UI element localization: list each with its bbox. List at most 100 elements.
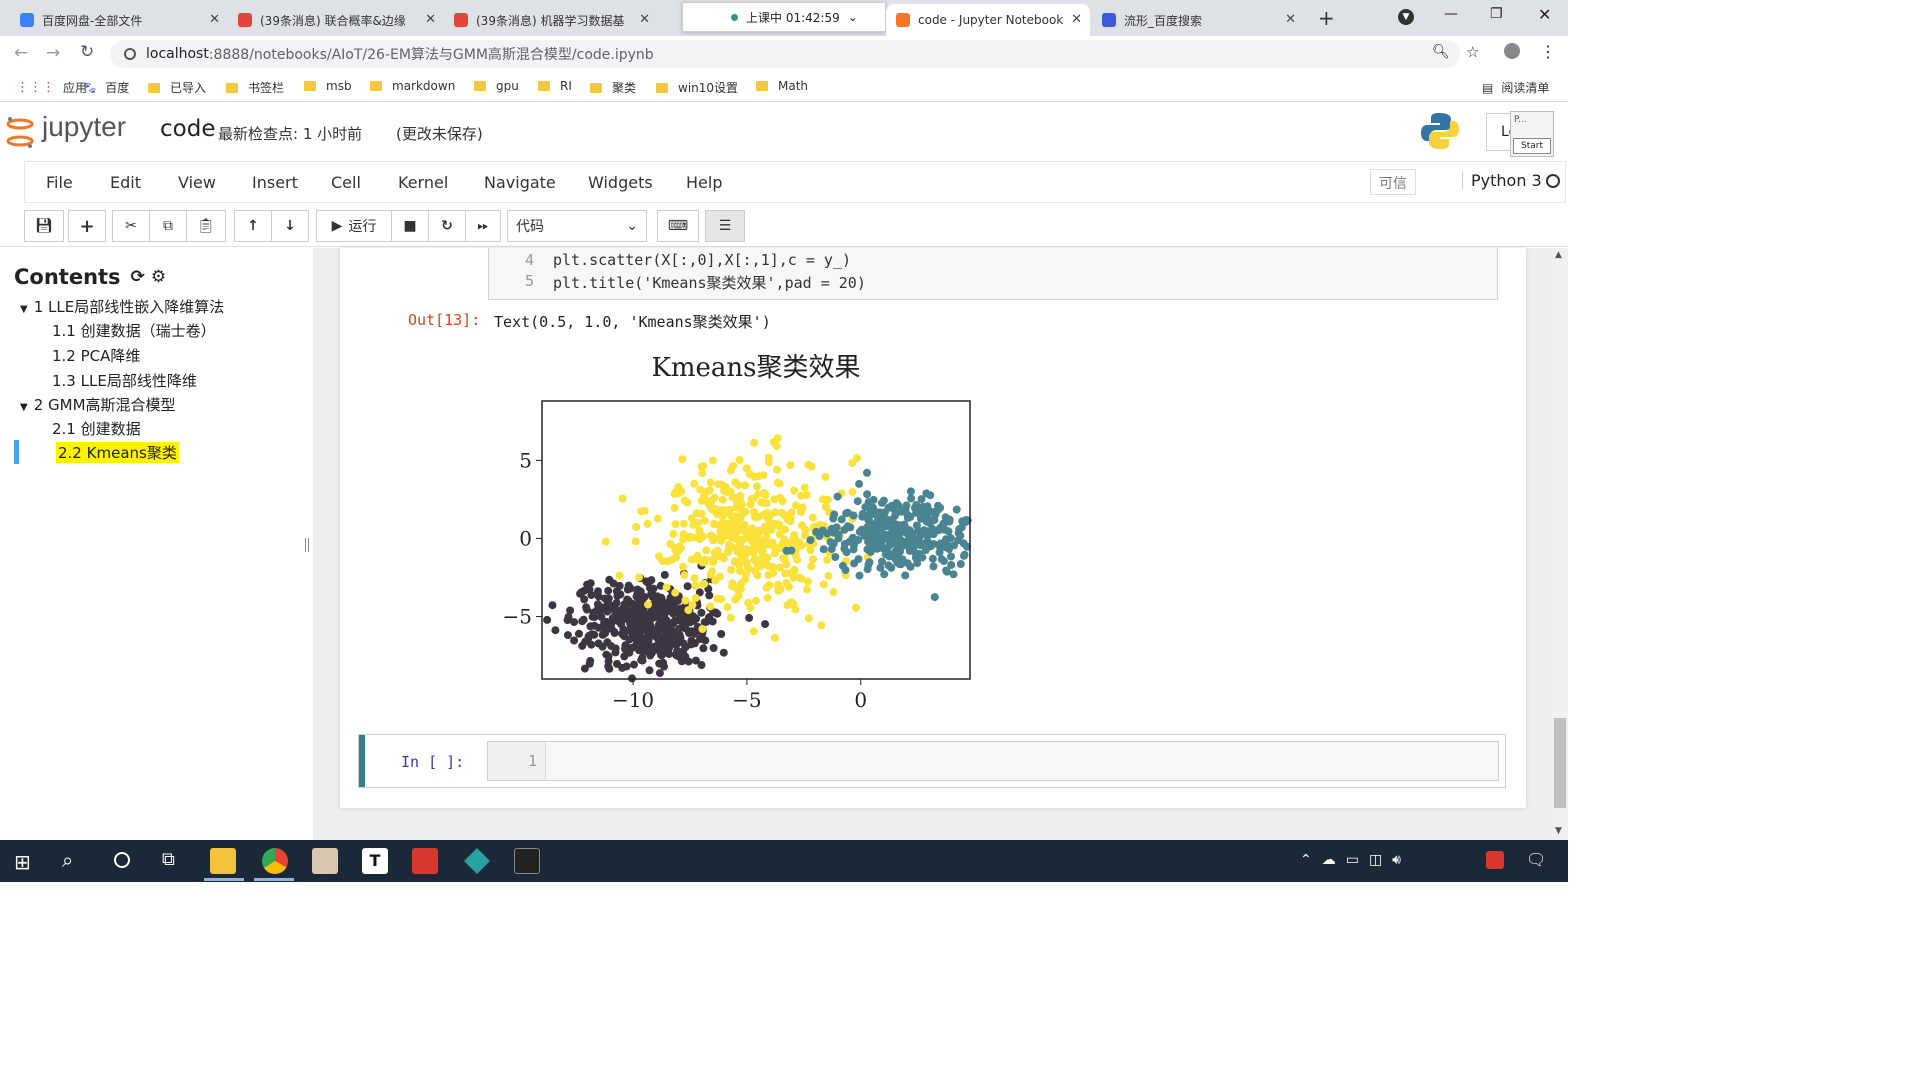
code-cell-input[interactable]: 4 plt.scatter(X[:,0],X[:,1],c = y_) 5 pl… xyxy=(488,248,1498,300)
typora-icon[interactable]: T xyxy=(362,848,388,874)
save-button[interactable]: 💾︎ xyxy=(24,210,64,242)
gear-icon[interactable]: ⚙ xyxy=(150,267,167,287)
zoom-icon[interactable]: 🔍︎ xyxy=(1432,44,1450,60)
task-view-icon[interactable]: ⧉ xyxy=(162,849,175,870)
bookmark-math[interactable]: Math xyxy=(756,79,808,93)
tab-csdn-2[interactable]: (39条消息) 机器学习数据基 ✕ xyxy=(444,4,658,36)
windows-icon[interactable]: ⊞ xyxy=(14,850,31,874)
bookmark-gpu[interactable]: gpu xyxy=(474,79,519,93)
tab-baidu-pan[interactable]: 百度网盘-全部文件 ✕ xyxy=(10,4,228,36)
toc-item-1-1[interactable]: 1.1 创建数据（瑞士卷） xyxy=(52,320,216,341)
toc-item-2-2[interactable]: 2.2 Kmeans聚类 xyxy=(56,442,179,463)
search-icon[interactable]: ⌕ xyxy=(62,848,74,872)
scrollbar-thumb[interactable] xyxy=(1554,718,1566,808)
menu-file[interactable]: File xyxy=(46,173,73,192)
toc-item-1-3[interactable]: 1.3 LLE局部线性降维 xyxy=(52,370,197,391)
star-icon[interactable]: ☆ xyxy=(1466,43,1480,61)
close-icon[interactable]: ✕ xyxy=(209,12,220,27)
back-icon[interactable]: ← xyxy=(14,43,29,63)
bookmark-win10[interactable]: win10设置 xyxy=(656,79,738,96)
notification-icon[interactable]: 🗨︎ xyxy=(1526,850,1547,869)
move-up-button[interactable]: ↑ xyxy=(234,210,272,242)
tab-jupyter[interactable]: code - Jupyter Notebook ✕ xyxy=(886,4,1090,36)
bookmark-baidu[interactable]: 🐾︎ 百度 xyxy=(82,79,129,96)
paint-icon[interactable] xyxy=(312,848,338,874)
caret-down-icon[interactable]: ▼ xyxy=(20,402,28,413)
minimize-icon[interactable]: — xyxy=(1444,6,1458,22)
cut-button[interactable]: ✂ xyxy=(112,210,150,242)
reading-list[interactable]: ▤ 阅读清单 xyxy=(1482,79,1549,96)
toc-item-1[interactable]: ▼ 1 LLE局部线性嵌入降维算法 xyxy=(20,296,224,317)
toc-item-2-1[interactable]: 2.1 创建数据 xyxy=(52,418,141,439)
code-line-4[interactable]: plt.scatter(X[:,0],X[:,1],c = y_) xyxy=(553,251,852,269)
menu-icon[interactable]: ⋮ xyxy=(1540,42,1556,61)
menu-kernel[interactable]: Kernel xyxy=(398,173,449,192)
toc-item-2[interactable]: ▼ 2 GMM高斯混合模型 xyxy=(20,394,176,415)
wps-tray-icon[interactable] xyxy=(1486,851,1504,869)
explorer-icon[interactable] xyxy=(210,848,236,874)
bookmark-msb[interactable]: msb xyxy=(304,79,352,93)
reload-icon[interactable]: ↻ xyxy=(80,42,95,62)
scrollbar[interactable]: ▲ ▼ xyxy=(1552,248,1568,840)
refresh-icon[interactable]: ⟳ xyxy=(130,267,145,287)
trusted-badge[interactable]: 可信 xyxy=(1370,169,1416,195)
tab-csdn-1[interactable]: (39条消息) 联合概率&边缘 ✕ xyxy=(228,4,444,36)
wps-pdf-icon[interactable] xyxy=(412,848,438,874)
recorder-widget[interactable]: P... Start xyxy=(1510,111,1554,157)
move-down-button[interactable]: ↓ xyxy=(271,210,309,242)
chevron-down-icon[interactable]: ⌄ xyxy=(847,10,858,24)
close-icon[interactable]: ✕ xyxy=(425,12,436,27)
restart-run-all-button[interactable]: ⏩︎ xyxy=(465,210,501,242)
menu-widgets[interactable]: Widgets xyxy=(588,173,653,192)
bookmark-clustering[interactable]: 聚类 xyxy=(590,79,636,96)
jupyter-logo-icon[interactable] xyxy=(6,115,34,149)
tab-search-icon[interactable]: ▼ xyxy=(1398,9,1414,25)
system-tray[interactable]: ⌃☁▭◫🔊︎ xyxy=(1300,852,1412,868)
empty-code-cell[interactable]: In [ ]: 1 xyxy=(358,734,1506,788)
url-input[interactable]: localhost:8888/notebooks/AIoT/26-EM算法与GM… xyxy=(110,40,1460,68)
menu-insert[interactable]: Insert xyxy=(252,173,298,192)
jupyter-wordmark[interactable]: jupyter xyxy=(42,111,127,142)
scroll-up-icon[interactable]: ▲ xyxy=(1555,250,1562,260)
bookmark-imported[interactable]: 已导入 xyxy=(148,79,206,96)
scroll-down-icon[interactable]: ▼ xyxy=(1555,826,1562,836)
maximize-icon[interactable]: ❐ xyxy=(1490,6,1503,22)
caret-down-icon[interactable]: ▼ xyxy=(20,304,28,315)
toc-item-1-2[interactable]: 1.2 PCA降维 xyxy=(52,345,140,366)
chrome-icon[interactable] xyxy=(262,848,288,874)
restart-button[interactable]: ↻ xyxy=(428,210,466,242)
menu-navigate[interactable]: Navigate xyxy=(484,173,556,192)
sidebar-resize-handle[interactable] xyxy=(305,538,309,552)
close-icon[interactable]: ✕ xyxy=(639,12,650,27)
command-palette-button[interactable]: ⌨ xyxy=(657,210,699,242)
forward-icon[interactable]: → xyxy=(46,43,61,63)
cell-type-select[interactable]: 代码 ⌄ xyxy=(507,210,647,242)
bookmark-ri[interactable]: RI xyxy=(538,79,572,93)
profile-icon[interactable] xyxy=(1504,43,1520,59)
close-icon[interactable]: ✕ xyxy=(1285,12,1296,27)
bookmark-bar-folder[interactable]: 书签栏 xyxy=(226,79,284,96)
toc-toggle-button[interactable]: ☰ xyxy=(705,210,745,242)
cortana-icon[interactable] xyxy=(114,852,130,868)
copy-button[interactable]: ⧉ xyxy=(149,210,187,242)
insert-cell-button[interactable]: + xyxy=(68,210,106,242)
recorder-start-button[interactable]: Start xyxy=(1513,138,1551,154)
menu-edit[interactable]: Edit xyxy=(110,173,141,192)
paste-button[interactable]: 📋︎ xyxy=(186,210,226,242)
menu-cell[interactable]: Cell xyxy=(331,173,361,192)
close-icon[interactable]: ✕ xyxy=(1071,12,1082,27)
new-tab-button[interactable]: + xyxy=(1318,6,1335,30)
class-timer-popup[interactable]: 上课中 01:42:59 ⌄ xyxy=(682,2,886,32)
interrupt-button[interactable]: ■ xyxy=(391,210,429,242)
menu-view[interactable]: View xyxy=(178,173,216,192)
bookmark-markdown[interactable]: markdown xyxy=(370,79,455,93)
terminal-icon[interactable] xyxy=(514,848,540,874)
close-window-icon[interactable]: ✕ xyxy=(1538,5,1552,24)
site-info-icon[interactable] xyxy=(124,48,136,60)
run-button[interactable]: ▶ 运行 xyxy=(316,210,392,242)
code-editor[interactable]: 1 xyxy=(487,741,1499,781)
code-line-5[interactable]: plt.title('Kmeans聚类效果',pad = 20) xyxy=(553,274,866,292)
notebook-name[interactable]: code xyxy=(160,116,216,142)
bookmark-apps[interactable]: ⋮⋮⋮ 应用 xyxy=(16,79,87,96)
menu-help[interactable]: Help xyxy=(686,173,723,192)
